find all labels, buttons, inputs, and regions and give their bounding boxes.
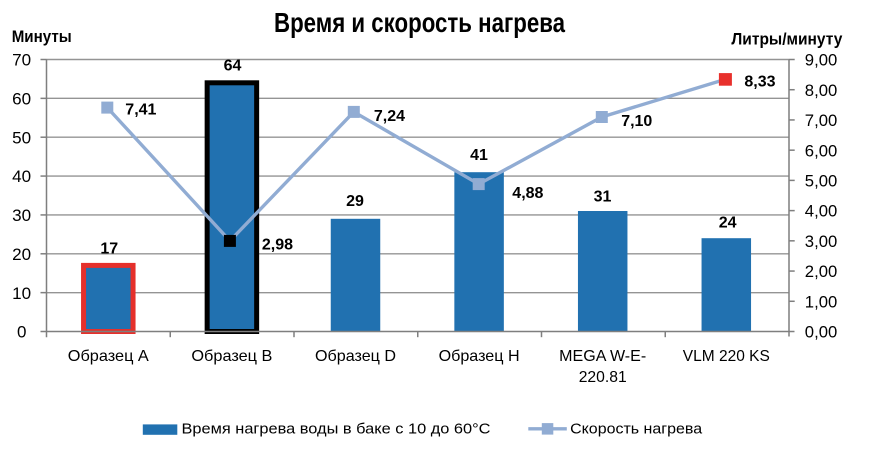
svg-text:0: 0 xyxy=(17,323,26,342)
svg-text:4,00: 4,00 xyxy=(805,202,838,221)
svg-text:220.81: 220.81 xyxy=(579,369,627,386)
svg-text:Образец D: Образец D xyxy=(315,348,396,365)
svg-text:17: 17 xyxy=(100,240,118,257)
svg-text:0,00: 0,00 xyxy=(805,323,838,342)
svg-text:VLM 220 KS: VLM 220 KS xyxy=(683,348,770,365)
svg-text:Литры/минуту: Литры/минуту xyxy=(731,29,842,48)
svg-text:Образец B: Образец B xyxy=(191,348,272,365)
svg-text:8,33: 8,33 xyxy=(744,73,775,90)
svg-text:7,41: 7,41 xyxy=(125,101,156,118)
svg-text:9,00: 9,00 xyxy=(805,51,838,70)
svg-text:MEGA W-E-: MEGA W-E- xyxy=(559,348,646,365)
svg-text:7,10: 7,10 xyxy=(621,113,652,130)
svg-text:7,00: 7,00 xyxy=(805,111,838,130)
svg-text:5,00: 5,00 xyxy=(805,172,838,191)
svg-text:Образец H: Образец H xyxy=(439,348,520,365)
svg-text:4,88: 4,88 xyxy=(512,185,543,202)
svg-text:31: 31 xyxy=(594,189,612,206)
svg-text:Время нагрева воды в баке с 10: Время нагрева воды в баке с 10 до 60°С xyxy=(182,420,491,437)
svg-text:64: 64 xyxy=(224,57,242,74)
svg-text:7,24: 7,24 xyxy=(374,108,405,125)
svg-text:41: 41 xyxy=(470,147,488,164)
svg-text:30: 30 xyxy=(12,206,31,225)
svg-text:3,00: 3,00 xyxy=(805,232,838,251)
svg-text:40: 40 xyxy=(12,167,31,186)
svg-text:2,98: 2,98 xyxy=(262,237,293,254)
svg-text:Минуты: Минуты xyxy=(12,27,72,46)
svg-text:60: 60 xyxy=(12,90,31,109)
svg-text:Время и скорость нагрева: Время и скорость нагрева xyxy=(274,7,565,38)
svg-text:70: 70 xyxy=(12,51,31,70)
svg-text:50: 50 xyxy=(12,128,31,147)
svg-text:10: 10 xyxy=(12,284,31,303)
svg-text:Скорость нагрева: Скорость нагрева xyxy=(570,420,703,437)
svg-text:Образец A: Образец A xyxy=(68,348,149,365)
svg-text:6,00: 6,00 xyxy=(805,141,838,160)
svg-text:2,00: 2,00 xyxy=(805,262,838,281)
svg-text:8,00: 8,00 xyxy=(805,81,838,100)
svg-text:20: 20 xyxy=(12,245,31,264)
svg-text:29: 29 xyxy=(346,193,364,210)
svg-text:1,00: 1,00 xyxy=(805,292,838,311)
svg-text:24: 24 xyxy=(719,215,737,232)
